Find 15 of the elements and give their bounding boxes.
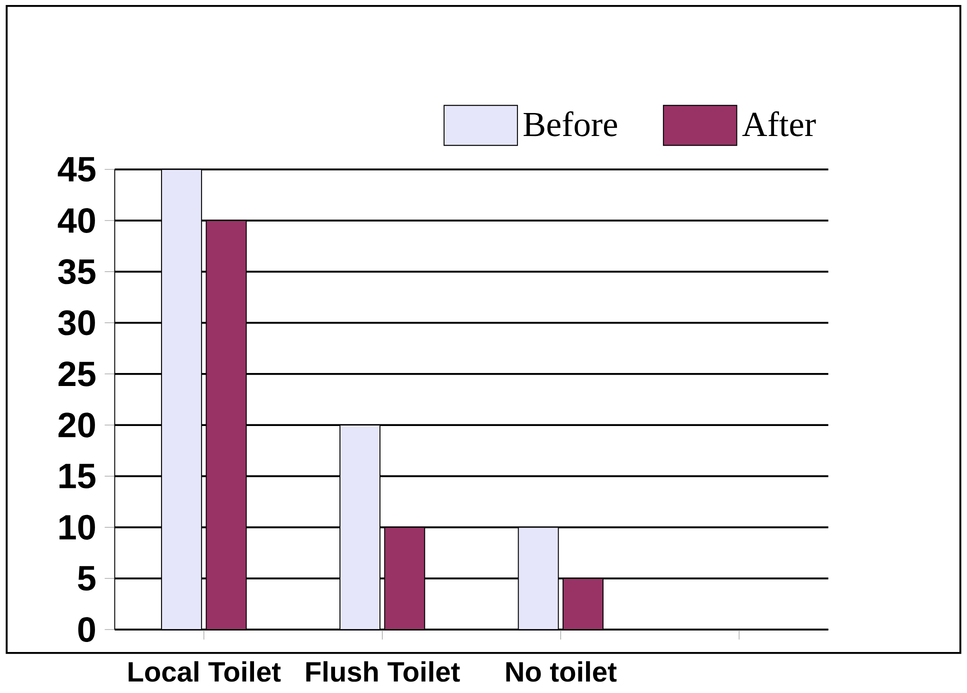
y-tick-label: 45 bbox=[58, 157, 96, 182]
y-tick-label: 0 bbox=[78, 617, 95, 642]
y-tick-label: 25 bbox=[58, 362, 96, 386]
y-tick-label: 40 bbox=[58, 208, 95, 234]
x-tick-label: Flush Toilet bbox=[306, 661, 460, 682]
y-tick-label: 10 bbox=[60, 514, 95, 540]
x-tick-label: No toilet bbox=[506, 661, 617, 682]
y-tick-label: 30 bbox=[58, 310, 95, 336]
legend-label: After bbox=[742, 111, 816, 136]
y-tick-label: 35 bbox=[58, 259, 96, 284]
y-tick-label: 20 bbox=[58, 412, 95, 438]
y-tick-label: 5 bbox=[78, 566, 96, 591]
x-tick-label: Local Toilet bbox=[128, 661, 281, 682]
y-tick-label: 15 bbox=[60, 464, 96, 488]
legend-label: Before bbox=[524, 111, 618, 136]
